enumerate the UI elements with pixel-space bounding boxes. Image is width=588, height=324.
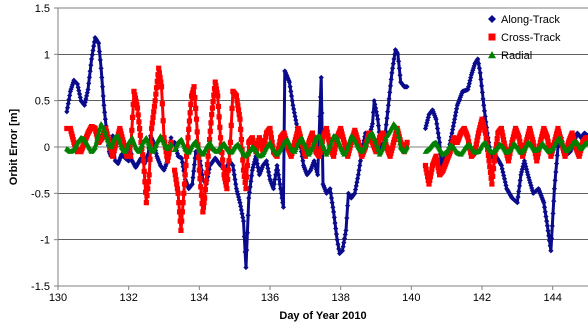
x-tick-label: 132 bbox=[119, 292, 137, 304]
y-tick-label: -1 bbox=[40, 235, 50, 247]
y-tick-label: -0.5 bbox=[31, 188, 50, 200]
series-markers bbox=[171, 121, 410, 159]
y-axis-title: Orbit Error [m] bbox=[8, 108, 20, 185]
y-tick-label: 1.5 bbox=[35, 3, 50, 15]
y-tick-label: 0 bbox=[44, 142, 50, 154]
x-tick-label: 134 bbox=[190, 292, 208, 304]
x-tick-label: 144 bbox=[543, 292, 561, 304]
y-tick-label: 0.5 bbox=[35, 96, 50, 108]
y-tick-label: -1.5 bbox=[31, 281, 50, 293]
x-tick-label: 138 bbox=[331, 292, 349, 304]
series-markers bbox=[172, 47, 410, 271]
legend-marker-radial bbox=[488, 51, 496, 59]
series-markers bbox=[422, 134, 588, 157]
legend-label-radial: Radial bbox=[501, 50, 532, 62]
x-tick-label: 136 bbox=[261, 292, 279, 304]
legend-marker-along-track bbox=[488, 15, 496, 23]
x-tick-label: 130 bbox=[49, 292, 67, 304]
y-tick-label: 1 bbox=[44, 49, 50, 61]
series-markers bbox=[172, 79, 410, 234]
y-tick-labels: 1.5 1 0.5 0 -0.5 -1 -1.5 bbox=[31, 3, 58, 293]
legend: Along-Track Cross-Track Radial bbox=[488, 14, 561, 62]
x-tick-label: 142 bbox=[473, 292, 491, 304]
series-radial bbox=[64, 121, 588, 159]
x-tick-labels: 130 132 134 136 138 140 142 144 bbox=[49, 286, 562, 304]
series-markers bbox=[64, 121, 174, 154]
series-layer bbox=[64, 35, 588, 271]
legend-item-radial: Radial bbox=[488, 50, 532, 62]
x-axis-title: Day of Year 2010 bbox=[279, 310, 366, 322]
legend-marker-cross-track bbox=[488, 33, 496, 41]
legend-label-cross-track: Cross-Track bbox=[501, 32, 561, 44]
x-tick-label: 140 bbox=[402, 292, 420, 304]
legend-label-along-track: Along-Track bbox=[501, 14, 560, 26]
legend-item-along-track: Along-Track bbox=[488, 14, 560, 26]
legend-item-cross-track: Cross-Track bbox=[488, 32, 561, 44]
